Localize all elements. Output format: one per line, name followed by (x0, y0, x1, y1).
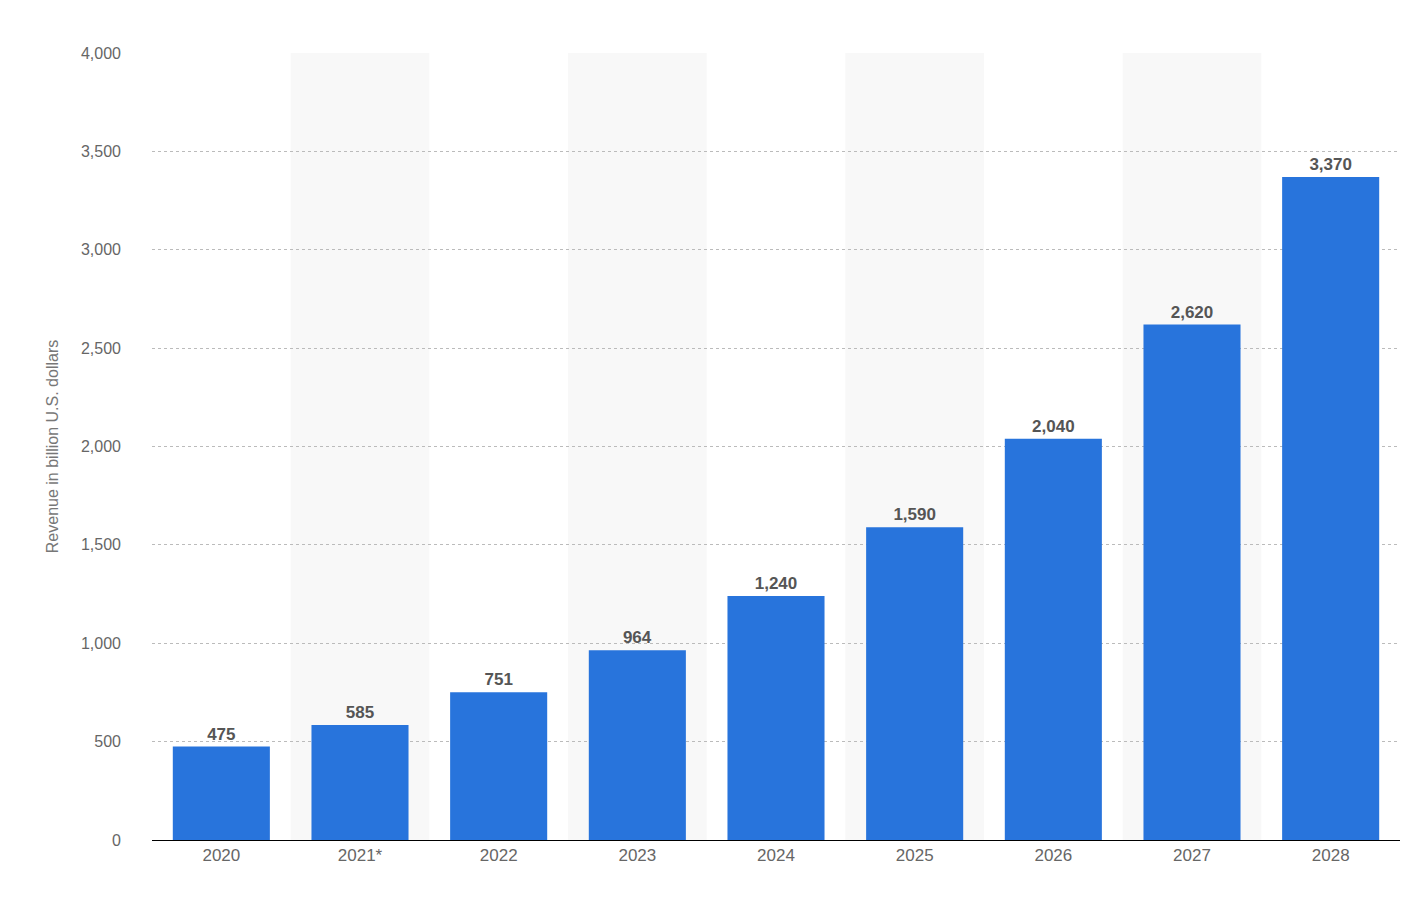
svg-text:500: 500 (94, 733, 121, 750)
svg-text:3,370: 3,370 (1309, 155, 1352, 174)
svg-text:3,000: 3,000 (81, 241, 121, 258)
svg-text:2025: 2025 (896, 846, 934, 865)
svg-text:1,000: 1,000 (81, 635, 121, 652)
svg-text:2022: 2022 (480, 846, 518, 865)
svg-text:2,040: 2,040 (1032, 417, 1075, 436)
svg-text:2,500: 2,500 (81, 340, 121, 357)
svg-text:2027: 2027 (1173, 846, 1211, 865)
svg-text:1,240: 1,240 (755, 574, 798, 593)
svg-text:585: 585 (346, 703, 374, 722)
svg-text:751: 751 (484, 670, 512, 689)
svg-text:2,000: 2,000 (81, 438, 121, 455)
svg-text:2026: 2026 (1034, 846, 1072, 865)
svg-text:0: 0 (112, 832, 121, 849)
svg-text:2,620: 2,620 (1171, 303, 1214, 322)
svg-text:475: 475 (207, 725, 235, 744)
svg-text:3,500: 3,500 (81, 143, 121, 160)
svg-text:2021*: 2021* (338, 846, 383, 865)
svg-text:4,000: 4,000 (81, 45, 121, 62)
svg-text:2020: 2020 (202, 846, 240, 865)
svg-text:2024: 2024 (757, 846, 795, 865)
svg-text:2028: 2028 (1312, 846, 1350, 865)
svg-text:964: 964 (623, 628, 652, 647)
svg-text:Revenue in billion U.S. dollar: Revenue in billion U.S. dollars (44, 340, 61, 553)
svg-text:1,590: 1,590 (893, 505, 936, 524)
svg-text:2023: 2023 (618, 846, 656, 865)
svg-text:1,500: 1,500 (81, 536, 121, 553)
